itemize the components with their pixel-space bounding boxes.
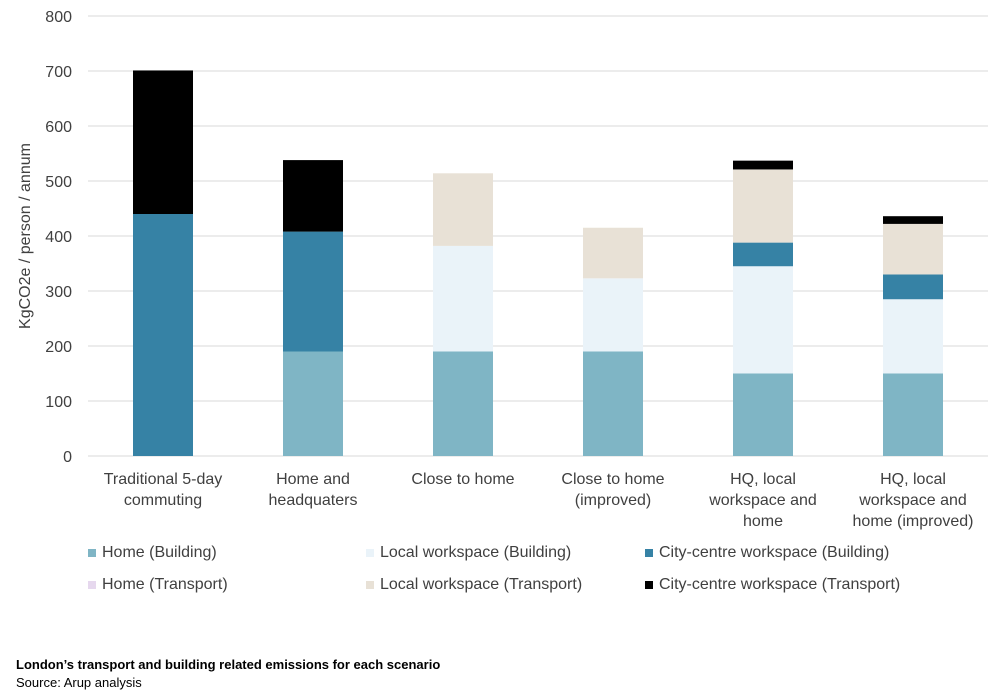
bar-segment-city-centre-workspace-building <box>883 274 943 300</box>
y-tick-label: 0 <box>63 449 72 466</box>
x-category-label-line: home <box>743 513 783 530</box>
x-category-label-line: commuting <box>124 492 202 509</box>
x-category-label-line: Close to home <box>411 471 514 488</box>
y-tick-label: 800 <box>45 9 72 26</box>
bar-segment-city-centre-workspace-building <box>283 231 343 352</box>
y-tick-label: 100 <box>45 394 72 411</box>
caption-source: Source: Arup analysis <box>16 675 142 690</box>
x-category-label: Close to home <box>411 471 514 488</box>
x-category-label-line: (improved) <box>575 492 651 509</box>
legend-label: City-centre workspace (Building) <box>659 544 890 561</box>
caption-title: London’s transport and building related … <box>16 657 441 672</box>
legend-swatch <box>645 581 653 589</box>
legend-swatch <box>645 549 653 557</box>
legend-label: Home (Building) <box>102 544 217 561</box>
x-axis-category-labels: Traditional 5-day commuting Home and headqu… <box>104 471 974 530</box>
x-category-label: Home and headquaters <box>269 471 358 509</box>
bar-segment-city-centre-workspace-transport <box>733 160 793 170</box>
bar-segment-city-centre-workspace-building <box>733 242 793 267</box>
bar-segment-city-centre-workspace-building <box>133 214 193 456</box>
bar-segment-home-building <box>283 351 343 456</box>
x-category-label: HQ, local workspace and home (improved) <box>853 471 974 530</box>
bar-segment-home-building <box>883 373 943 456</box>
bar-segment-local-workspace-transport <box>433 173 493 246</box>
x-category-label: Traditional 5-day commuting <box>104 471 223 509</box>
y-tick-label: 300 <box>45 284 72 301</box>
bar-segment-home-building <box>583 351 643 456</box>
x-category-label: HQ, local workspace and home <box>708 471 817 530</box>
legend-item-local-workspace-transport: Local workspace (Transport) <box>366 576 582 594</box>
x-category-label-line: Home and <box>276 471 350 488</box>
bars <box>133 70 943 456</box>
legend-item-city-centre-workspace-building: City-centre workspace (Building) <box>645 544 889 562</box>
legend-item-home-building: Home (Building) <box>88 544 217 562</box>
legend-item-city-centre-workspace-transport: City-centre workspace (Transport) <box>645 576 900 594</box>
y-tick-label: 200 <box>45 339 72 356</box>
bar-segment-local-workspace-building <box>883 299 943 374</box>
y-tick-label: 700 <box>45 64 72 81</box>
bar-segment-home-building <box>733 373 793 456</box>
bar-segment-local-workspace-building <box>583 278 643 352</box>
x-category-label-line: home (improved) <box>853 513 974 530</box>
bar-segment-city-centre-workspace-transport <box>133 70 193 214</box>
x-category-label-line: Traditional 5-day <box>104 471 223 488</box>
x-category-label-line: HQ, local <box>730 471 796 488</box>
y-tick-label: 600 <box>45 119 72 136</box>
bar-segment-city-centre-workspace-transport <box>883 216 943 224</box>
legend-swatch <box>88 581 96 589</box>
x-category-label-line: headquaters <box>269 492 358 509</box>
x-category-label-line: HQ, local <box>880 471 946 488</box>
bar-segment-local-workspace-transport <box>583 227 643 279</box>
legend-label: Home (Transport) <box>102 576 228 593</box>
bar-segment-local-workspace-building <box>733 266 793 374</box>
legend-swatch <box>366 581 374 589</box>
x-category-label-line: workspace and <box>708 492 817 509</box>
bar-segment-city-centre-workspace-transport <box>283 160 343 232</box>
legend-swatch <box>88 549 96 557</box>
bar-segment-local-workspace-transport <box>733 169 793 243</box>
stacked-bar-chart: 0 100 200 300 400 500 600 700 800 Traditional 5-… <box>17 9 988 530</box>
legend-item-home-transport: Home (Transport) <box>88 576 228 594</box>
legend-swatch <box>366 549 374 557</box>
legend-label: Local workspace (Building) <box>380 544 572 561</box>
x-category-label: Close to home (improved) <box>561 471 664 509</box>
x-category-label-line: workspace and <box>858 492 967 509</box>
bar-segment-local-workspace-building <box>433 245 493 352</box>
legend-label: City-centre workspace (Transport) <box>659 576 901 593</box>
y-tick-label: 500 <box>45 174 72 191</box>
bar-segment-local-workspace-transport <box>883 223 943 275</box>
gridlines <box>88 15 988 457</box>
y-axis-tick-labels: 0 100 200 300 400 500 600 700 800 <box>45 9 72 466</box>
legend-item-local-workspace-building: Local workspace (Building) <box>366 544 571 562</box>
figure-caption: London’s transport and building related … <box>16 656 440 692</box>
y-tick-label: 400 <box>45 229 72 246</box>
legend-label: Local workspace (Transport) <box>380 576 583 593</box>
bar-segment-home-building <box>433 351 493 456</box>
x-category-label-line: Close to home <box>561 471 664 488</box>
y-axis-title: KgCO2e / person / annum <box>17 143 34 329</box>
